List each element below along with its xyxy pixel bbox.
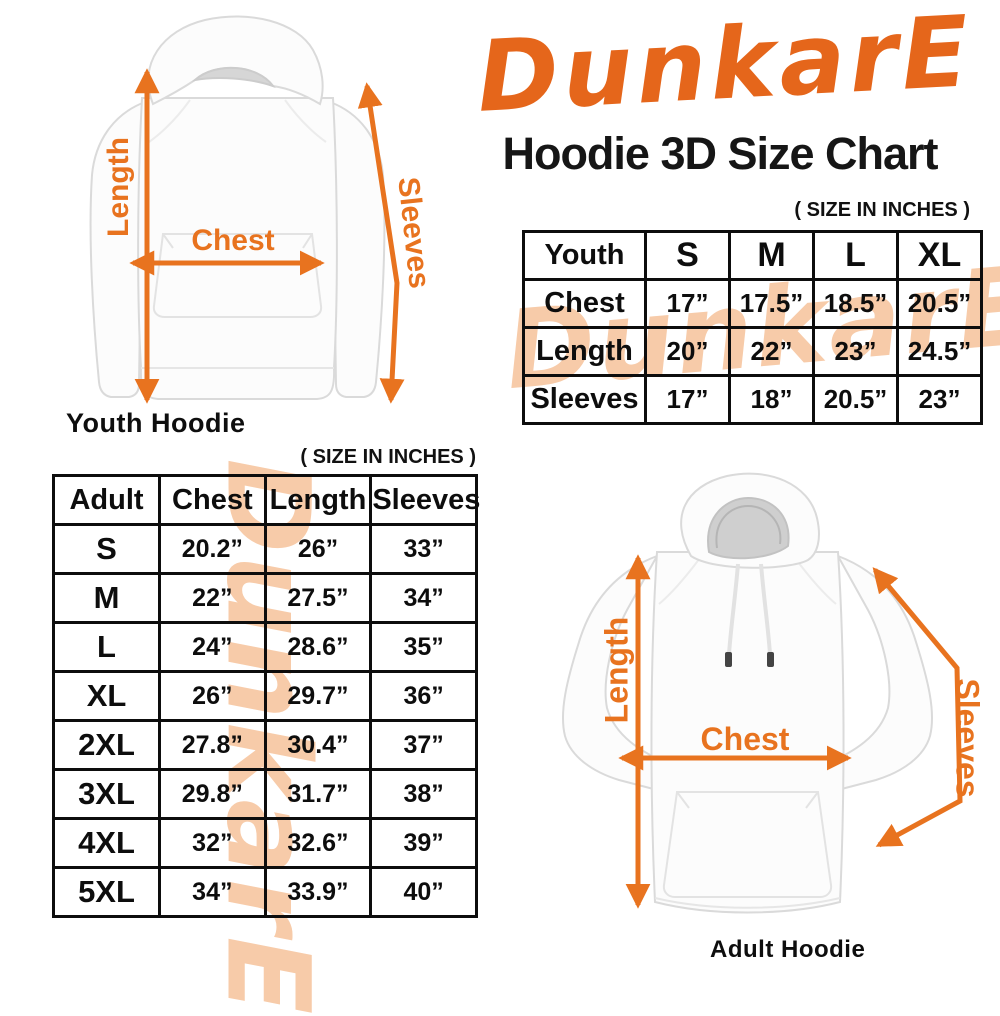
youth-size-note: ( SIZE IN INCHES ) — [794, 199, 970, 221]
table-cell: 24” — [158, 621, 267, 673]
youth-sleeves-row: Sleeves 17” 18” 20.5” 23” — [522, 374, 983, 425]
table-cell: 24.5” — [896, 326, 983, 377]
adult-hoodie-garment — [562, 472, 933, 914]
adult-row-l: L 24” 28.6” 35” — [52, 621, 478, 673]
adult-drawstring-left — [727, 563, 740, 655]
adult-row-3xl: 3XL 29.8” 31.7” 38” — [52, 768, 478, 820]
table-cell: 30.4” — [263, 719, 373, 771]
table-cell: 38” — [369, 768, 478, 820]
adult-col-sleeves: Sleeves — [369, 474, 480, 526]
table-cell: 26” — [263, 523, 373, 575]
adult-hoodie-caption: Adult Hoodie — [710, 936, 866, 963]
table-cell: 17” — [644, 278, 731, 329]
youth-col-xl: XL — [896, 230, 983, 281]
adult-row-s: S 20.2” 26” 33” — [52, 523, 478, 575]
table-cell: 33.9” — [263, 866, 373, 918]
youth-size-table: Youth S M L XL Chest 17” 17.5” 18.5” 20.… — [522, 230, 983, 425]
table-cell: 20” — [644, 326, 731, 377]
table-cell: 32” — [158, 817, 267, 869]
table-cell: 29.7” — [263, 670, 373, 722]
page-title: Hoodie 3D Size Chart — [502, 128, 938, 179]
adult-table-header-row: Adult Chest Length Sleeves — [52, 474, 480, 526]
table-cell: 37” — [369, 719, 478, 771]
table-cell: 34” — [158, 866, 267, 918]
youth-col-m: M — [728, 230, 815, 281]
table-cell: 35” — [369, 621, 478, 673]
youth-left-sleeve — [89, 100, 147, 398]
table-cell: 27.8” — [158, 719, 267, 771]
youth-row-label-sleeves: Sleeves — [522, 374, 647, 425]
youth-col-l: L — [812, 230, 899, 281]
youth-hoodie-garment — [89, 15, 386, 400]
brand-logo: DunkarE — [474, 0, 976, 135]
adult-size-label: S — [52, 523, 161, 575]
adult-chest-arrow-label: Chest — [701, 721, 790, 757]
table-cell: 31.7” — [263, 768, 373, 820]
youth-row-label-chest: Chest — [522, 278, 647, 329]
adult-drawstring-right — [759, 563, 772, 655]
youth-col-s: S — [644, 230, 731, 281]
table-cell: 36” — [369, 670, 478, 722]
adult-size-label: 4XL — [52, 817, 161, 869]
table-cell: 40” — [369, 866, 478, 918]
table-cell: 17.5” — [728, 278, 815, 329]
adult-size-label: M — [52, 572, 161, 624]
youth-hood-lining — [191, 67, 276, 88]
youth-row-label-length: Length — [522, 326, 647, 377]
table-cell: 22” — [728, 326, 815, 377]
youth-measure-arrows — [129, 68, 405, 404]
youth-sleeves-arrow — [357, 82, 405, 404]
table-cell: 18.5” — [812, 278, 899, 329]
table-cell: 20.5” — [812, 374, 899, 425]
table-cell: 32.6” — [263, 817, 373, 869]
youth-length-row: Length 20” 22” 23” 24.5” — [522, 326, 983, 377]
adult-row-4xl: 4XL 32” 32.6” 39” — [52, 817, 478, 869]
table-cell: 22” — [158, 572, 267, 624]
table-cell: 18” — [728, 374, 815, 425]
table-cell: 20.5” — [896, 278, 983, 329]
table-cell: 23” — [896, 374, 983, 425]
adult-sleeves-arrow-label: Sleeves — [950, 678, 986, 797]
adult-pocket — [662, 791, 833, 898]
youth-chest-arrow-label: Chest — [191, 224, 274, 257]
table-cell: 17” — [644, 374, 731, 425]
table-cell: 34” — [369, 572, 478, 624]
youth-hoodie-caption: Youth Hoodie — [66, 408, 246, 438]
table-cell: 23” — [812, 326, 899, 377]
table-cell: 28.6” — [263, 621, 373, 673]
youth-hoodie-illustration: Length Chest Sleeves — [5, 0, 470, 450]
adult-col-chest: Chest — [158, 474, 267, 526]
adult-row-5xl: 5XL 34” 33.9” 40” — [52, 866, 478, 918]
adult-length-arrow-label: Length — [598, 617, 634, 724]
adult-size-label: 2XL — [52, 719, 161, 771]
youth-length-arrow-label: Length — [102, 137, 135, 237]
adult-size-table: Adult Chest Length Sleeves S 20.2” 26” 3… — [52, 474, 480, 918]
table-cell: 26” — [158, 670, 267, 722]
adult-left-arm — [562, 554, 671, 794]
adult-row-m: M 22” 27.5” 34” — [52, 572, 478, 624]
adult-row-xl: XL 26” 29.7” 36” — [52, 670, 478, 722]
adult-col-length: Length — [263, 474, 373, 526]
adult-table-corner: Adult — [52, 474, 161, 526]
adult-size-label: L — [52, 621, 161, 673]
adult-row-2xl: 2XL 27.8” 30.4” 37” — [52, 719, 478, 771]
table-cell: 20.2” — [158, 523, 267, 575]
adult-size-note: ( SIZE IN INCHES ) — [300, 446, 476, 468]
youth-chest-row: Chest 17” 17.5” 18.5” 20.5” — [522, 278, 983, 329]
adult-size-label: 3XL — [52, 768, 161, 820]
table-cell: 33” — [369, 523, 478, 575]
adult-sleeves-arrow — [872, 567, 963, 848]
youth-hood — [147, 15, 324, 106]
adult-size-label: XL — [52, 670, 161, 722]
youth-table-header-row: Youth S M L XL — [522, 230, 983, 281]
table-cell: 29.8” — [158, 768, 267, 820]
adult-measure-arrows — [618, 554, 963, 909]
adult-size-label: 5XL — [52, 866, 161, 918]
adult-hoodie-illustration: Length Chest Sleeves — [495, 460, 1000, 940]
youth-table-corner: Youth — [522, 230, 647, 281]
table-cell: 39” — [369, 817, 478, 869]
table-cell: 27.5” — [263, 572, 373, 624]
